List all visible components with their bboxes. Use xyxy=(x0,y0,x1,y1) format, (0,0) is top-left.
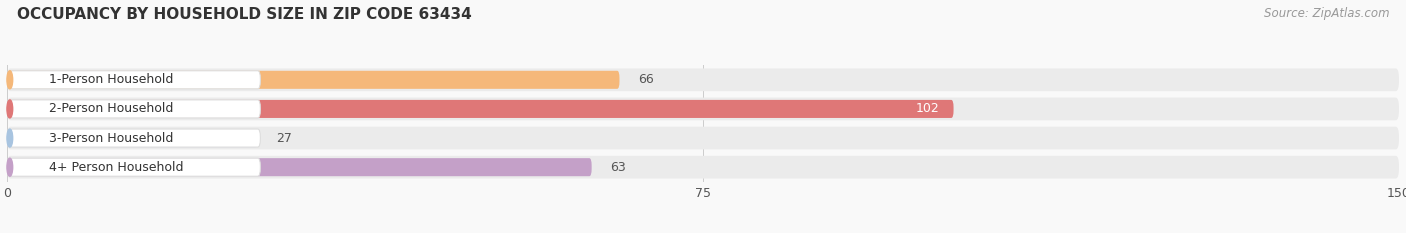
Circle shape xyxy=(7,71,13,89)
FancyBboxPatch shape xyxy=(7,158,592,176)
FancyBboxPatch shape xyxy=(7,129,257,147)
Text: 3-Person Household: 3-Person Household xyxy=(49,132,173,144)
Text: 63: 63 xyxy=(610,161,626,174)
FancyBboxPatch shape xyxy=(10,129,260,147)
Text: 102: 102 xyxy=(915,103,939,115)
Circle shape xyxy=(7,129,13,147)
Text: Source: ZipAtlas.com: Source: ZipAtlas.com xyxy=(1264,7,1389,20)
Text: 1-Person Household: 1-Person Household xyxy=(49,73,173,86)
Text: 66: 66 xyxy=(638,73,654,86)
FancyBboxPatch shape xyxy=(7,98,1399,120)
Circle shape xyxy=(7,100,13,118)
Circle shape xyxy=(7,158,13,176)
FancyBboxPatch shape xyxy=(7,71,620,89)
FancyBboxPatch shape xyxy=(10,71,260,89)
FancyBboxPatch shape xyxy=(10,100,260,118)
Text: 27: 27 xyxy=(276,132,292,144)
FancyBboxPatch shape xyxy=(7,127,1399,149)
FancyBboxPatch shape xyxy=(7,69,1399,91)
Text: OCCUPANCY BY HOUSEHOLD SIZE IN ZIP CODE 63434: OCCUPANCY BY HOUSEHOLD SIZE IN ZIP CODE … xyxy=(17,7,471,22)
Text: 2-Person Household: 2-Person Household xyxy=(49,103,173,115)
Text: 4+ Person Household: 4+ Person Household xyxy=(49,161,183,174)
FancyBboxPatch shape xyxy=(7,156,1399,178)
FancyBboxPatch shape xyxy=(10,158,260,176)
FancyBboxPatch shape xyxy=(7,100,953,118)
